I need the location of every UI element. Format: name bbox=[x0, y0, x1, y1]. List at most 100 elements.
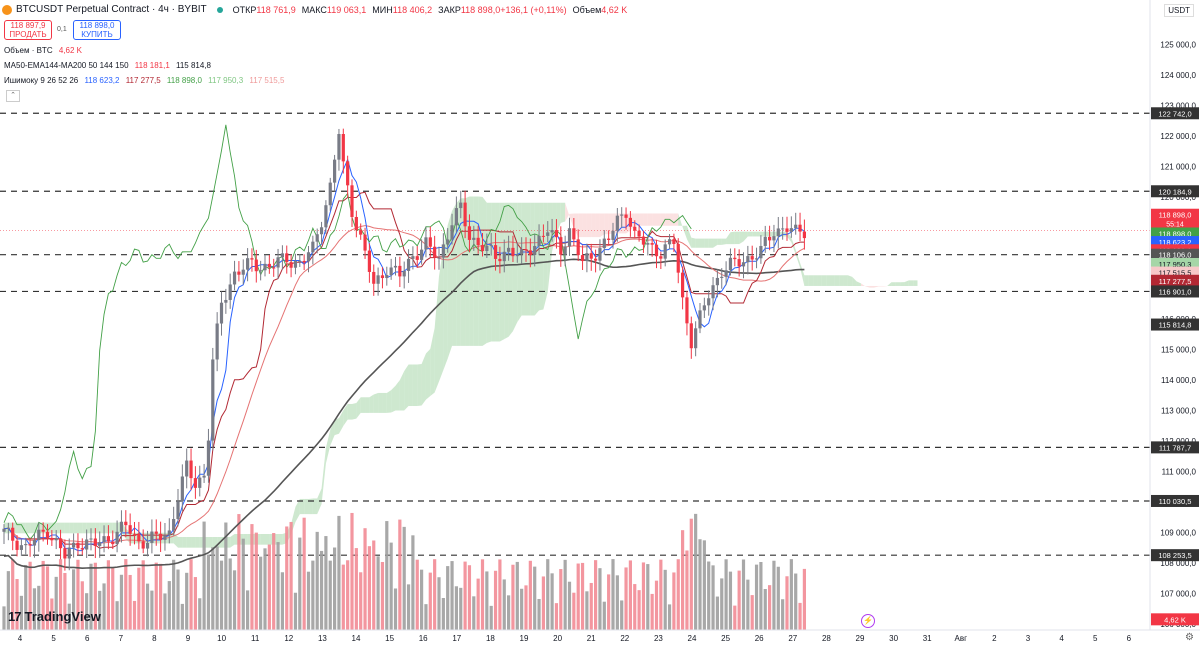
ichimoku-cloud-segment bbox=[321, 447, 326, 505]
x-tick-label: 14 bbox=[352, 634, 361, 643]
candle-body bbox=[485, 245, 489, 252]
ichimoku-cloud-segment bbox=[408, 364, 413, 407]
candle-body bbox=[67, 547, 71, 559]
candle-body bbox=[415, 256, 419, 260]
ichimoku-cloud-segment bbox=[325, 429, 331, 464]
ichimoku-cloud-segment bbox=[730, 231, 735, 245]
ichimoku-cloud-segment bbox=[895, 282, 901, 286]
volume-bar bbox=[141, 560, 145, 630]
ichimoku-cloud-segment bbox=[834, 275, 840, 286]
ma-legend-value-1: 118 181,1 bbox=[134, 61, 170, 70]
candle-body bbox=[602, 238, 606, 249]
ichimoku-cloud-segment bbox=[682, 225, 687, 240]
ichimoku-cloud-segment bbox=[182, 537, 187, 548]
ichimoku-cloud-segment bbox=[552, 202, 557, 252]
volume-bar bbox=[319, 550, 324, 630]
volume-bar bbox=[215, 546, 219, 630]
volume-bar bbox=[620, 600, 624, 630]
y-tick-label: 125 000,0 bbox=[1160, 40, 1196, 49]
x-tick-label: 16 bbox=[419, 634, 428, 643]
volume-bar bbox=[302, 517, 306, 630]
ichimoku-cloud-segment bbox=[847, 275, 853, 286]
ichimoku-cloud-segment bbox=[826, 275, 831, 286]
ichimoku-cloud-segment bbox=[356, 397, 361, 419]
candle-body bbox=[633, 226, 637, 231]
symbol-title[interactable]: BTCUSDT Perpetual Contract · 4ч · BYBIT bbox=[16, 4, 207, 15]
ichimoku-cloud-segment bbox=[73, 522, 78, 534]
currency-selector[interactable]: USDT bbox=[1164, 4, 1194, 17]
volume-legend[interactable]: Объем · BTC 4,62 K bbox=[4, 46, 86, 55]
volume-bar bbox=[376, 556, 380, 630]
price-tag-bg bbox=[1151, 285, 1199, 298]
x-tick-label: 13 bbox=[318, 634, 327, 643]
tradingview-logo-text: TradingView bbox=[24, 609, 101, 624]
candle-body bbox=[246, 258, 250, 270]
ma-legend[interactable]: MA50-EMA144-MA200 50 144 150 118 181,1 1… bbox=[4, 61, 215, 70]
candle-body bbox=[267, 263, 271, 268]
last-price-tag: 118 898,0 bbox=[1159, 211, 1192, 220]
ichimoku-cloud-segment bbox=[756, 231, 761, 237]
volume-bar bbox=[741, 559, 746, 630]
ichimoku-cloud-segment bbox=[560, 202, 566, 223]
volume-bar bbox=[167, 581, 171, 630]
candle-body bbox=[115, 531, 119, 545]
volume-bar bbox=[259, 556, 263, 630]
candle-body bbox=[393, 265, 398, 268]
candle-body bbox=[350, 185, 354, 217]
sell-button[interactable]: 118 897,9 ПРОДАТЬ bbox=[4, 20, 52, 40]
ichimoku-cloud-segment bbox=[343, 403, 348, 427]
volume-bar bbox=[428, 572, 432, 630]
ichimoku-cloud-segment bbox=[434, 276, 439, 393]
candle-body bbox=[272, 267, 276, 269]
candle-body bbox=[528, 250, 532, 256]
volume-bar bbox=[315, 531, 319, 630]
volume-bar bbox=[254, 532, 258, 630]
candle-body bbox=[228, 284, 232, 300]
x-tick-label: 27 bbox=[788, 634, 797, 643]
ohlc-value-0: 118 761,9 bbox=[256, 4, 296, 15]
candle-body bbox=[319, 227, 324, 235]
candle-body bbox=[202, 475, 206, 478]
volume-bar bbox=[454, 586, 458, 630]
volume-bar bbox=[19, 595, 23, 630]
volume-bar bbox=[119, 574, 124, 630]
volume-bar bbox=[489, 605, 493, 630]
candle-body bbox=[720, 276, 724, 278]
volume-bar bbox=[663, 569, 667, 630]
collapse-legend-button[interactable]: ⌃ bbox=[6, 90, 20, 102]
candle-body bbox=[254, 259, 258, 272]
x-tick-label: 31 bbox=[923, 634, 932, 643]
candle-body bbox=[463, 202, 467, 227]
volume-bar bbox=[580, 562, 585, 630]
gear-icon[interactable]: ⚙ bbox=[1185, 632, 1194, 643]
tradingview-mark-icon: 17 bbox=[8, 609, 22, 624]
candle-body bbox=[450, 225, 454, 240]
candle-body bbox=[402, 270, 406, 277]
x-tick-label: 12 bbox=[284, 634, 293, 643]
ichimoku-cloud-segment bbox=[508, 202, 513, 337]
candle-body bbox=[467, 226, 472, 240]
volume-bar bbox=[58, 559, 63, 630]
buy-button[interactable]: 118 898,0 КУПИТЬ bbox=[73, 20, 121, 40]
ichimoku-legend[interactable]: Ишимоку 9 26 52 26 118 623,2 117 277,5 1… bbox=[4, 76, 288, 85]
bar-countdown: 55:14 bbox=[1166, 222, 1184, 229]
ichimoku-cloud-segment bbox=[430, 327, 435, 396]
candle-body bbox=[489, 245, 493, 247]
candle-body bbox=[411, 256, 415, 259]
candle-body bbox=[180, 476, 184, 502]
lightning-icon[interactable]: ⚡ bbox=[861, 614, 875, 628]
bitcoin-icon bbox=[2, 4, 12, 15]
candle-body bbox=[224, 299, 228, 303]
volume-bar bbox=[802, 568, 806, 630]
volume-bar bbox=[768, 585, 772, 630]
ichimoku-legend-value-1: 118 623,2 bbox=[84, 76, 120, 85]
x-tick-label: 2 bbox=[992, 634, 997, 643]
volume-bar bbox=[589, 582, 593, 630]
candle-body bbox=[759, 245, 763, 259]
volume-bar bbox=[441, 598, 445, 630]
ichimoku-cloud-segment bbox=[295, 498, 300, 523]
candle-body bbox=[93, 538, 97, 546]
x-tick-label: 7 bbox=[119, 634, 124, 643]
volume-bar bbox=[211, 547, 215, 630]
